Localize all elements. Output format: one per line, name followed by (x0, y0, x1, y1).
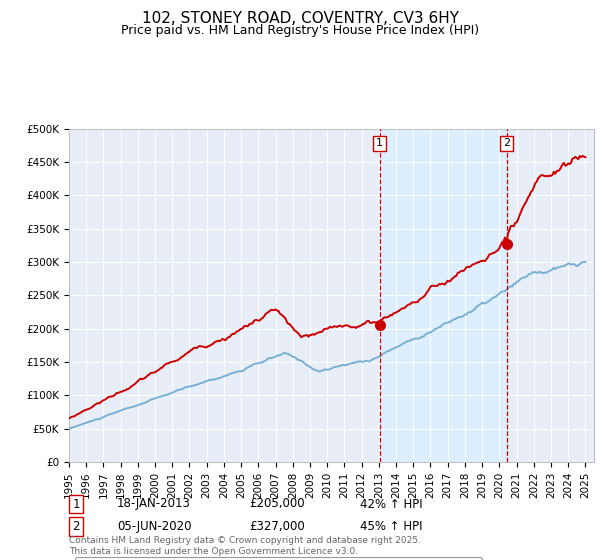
Text: £327,000: £327,000 (249, 520, 305, 533)
Text: 42% ↑ HPI: 42% ↑ HPI (360, 497, 422, 511)
Text: 2: 2 (503, 138, 510, 148)
Text: 102, STONEY ROAD, COVENTRY, CV3 6HY: 102, STONEY ROAD, COVENTRY, CV3 6HY (142, 11, 458, 26)
Text: 45% ↑ HPI: 45% ↑ HPI (360, 520, 422, 533)
Text: 1: 1 (73, 497, 80, 511)
Text: 1: 1 (376, 138, 383, 148)
Text: 05-JUN-2020: 05-JUN-2020 (117, 520, 191, 533)
Text: Contains HM Land Registry data © Crown copyright and database right 2025.
This d: Contains HM Land Registry data © Crown c… (69, 536, 421, 556)
Text: 18-JAN-2013: 18-JAN-2013 (117, 497, 191, 511)
Text: £205,000: £205,000 (249, 497, 305, 511)
Legend: 102, STONEY ROAD, COVENTRY, CV3 6HY (semi-detached house), HPI: Average price, s: 102, STONEY ROAD, COVENTRY, CV3 6HY (sem… (74, 558, 482, 560)
Text: 2: 2 (73, 520, 80, 533)
Bar (380, 129, 507, 462)
Text: Price paid vs. HM Land Registry's House Price Index (HPI): Price paid vs. HM Land Registry's House … (121, 24, 479, 36)
